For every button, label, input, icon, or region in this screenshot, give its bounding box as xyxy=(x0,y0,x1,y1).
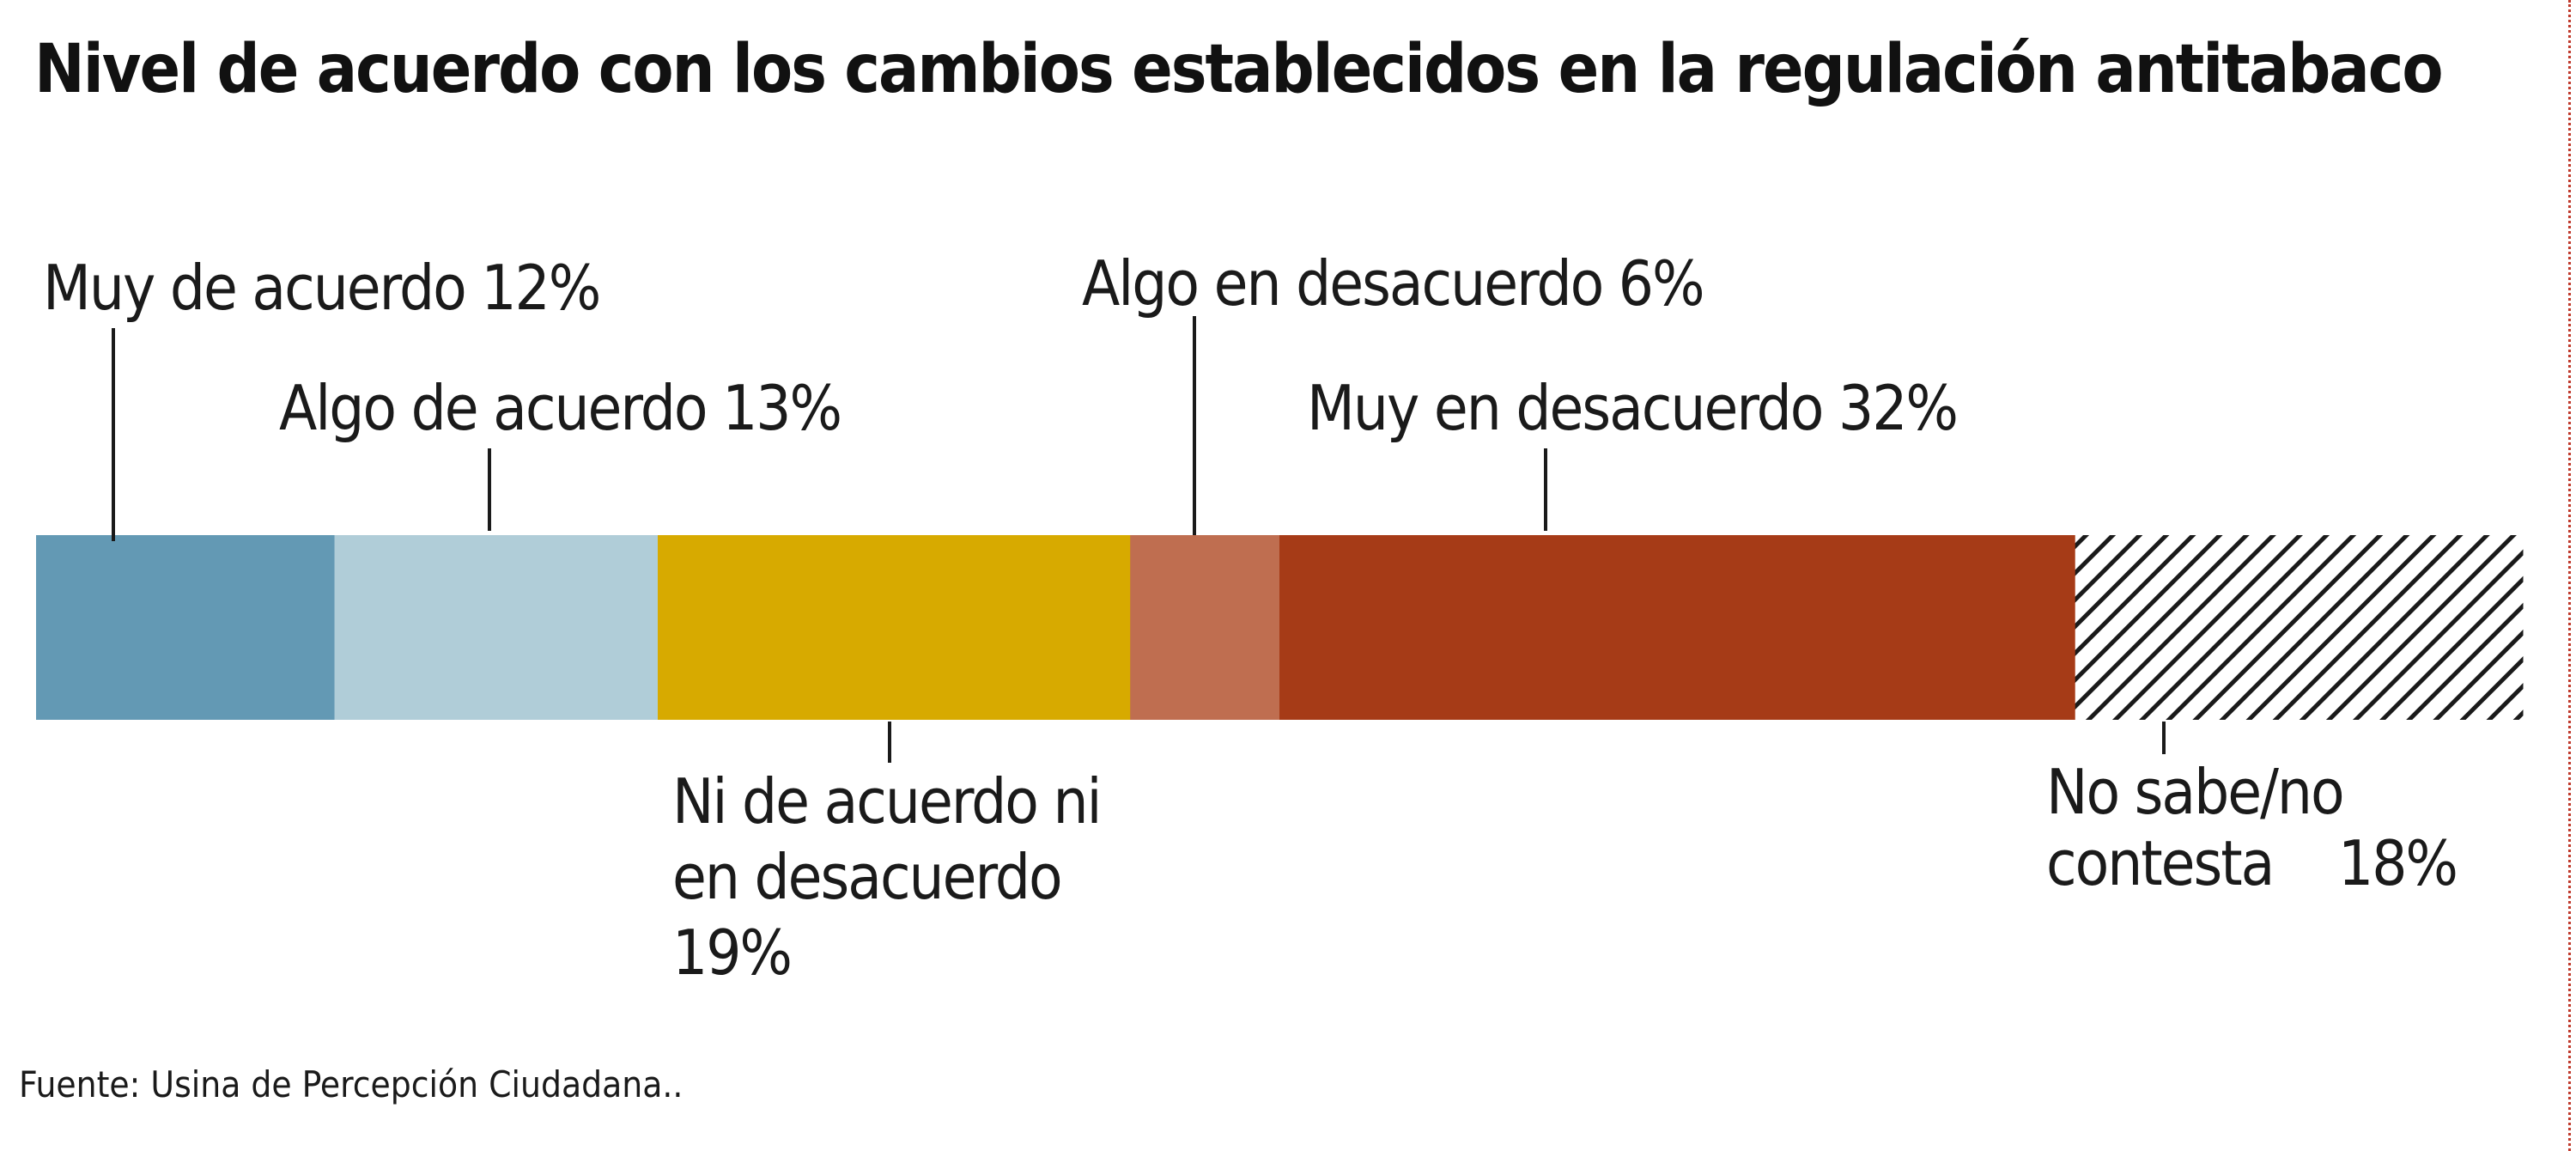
segment-label-2: Algo de acuerdo 13% xyxy=(279,372,841,444)
segment-label-5: Muy en desacuerdo 32% xyxy=(1307,372,1957,444)
bar-segment-3 xyxy=(658,535,1131,720)
segment-label-4: Algo en desacuerdo 6% xyxy=(1082,247,1704,320)
bar-segment-5 xyxy=(1279,535,2076,720)
source-note: Fuente: Usina de Percepción Ciudadana.. xyxy=(19,1063,683,1105)
right-border xyxy=(2568,0,2571,1151)
bar-segment-2 xyxy=(334,535,659,720)
segment-labels: Muy de acuerdo 12% Algo de acuerdo 13% Ni … xyxy=(43,247,2458,989)
segment-label-6: No sabe/no contesta xyxy=(2046,756,2343,899)
segment-label-1: Muy de acuerdo 12% xyxy=(43,252,599,324)
bar-segments xyxy=(36,535,2524,720)
bar-segment-4 xyxy=(1130,535,1280,720)
bar-segment-1 xyxy=(36,535,336,720)
segment-label-3: Ni de acuerdo ni en desacuerdo 19% xyxy=(672,765,1101,989)
chart-title: Nivel de acuerdo con los cambios estable… xyxy=(34,31,2444,108)
bar-segment-6 xyxy=(2075,535,2524,720)
segment-value-label-6: 18% xyxy=(2338,827,2457,899)
